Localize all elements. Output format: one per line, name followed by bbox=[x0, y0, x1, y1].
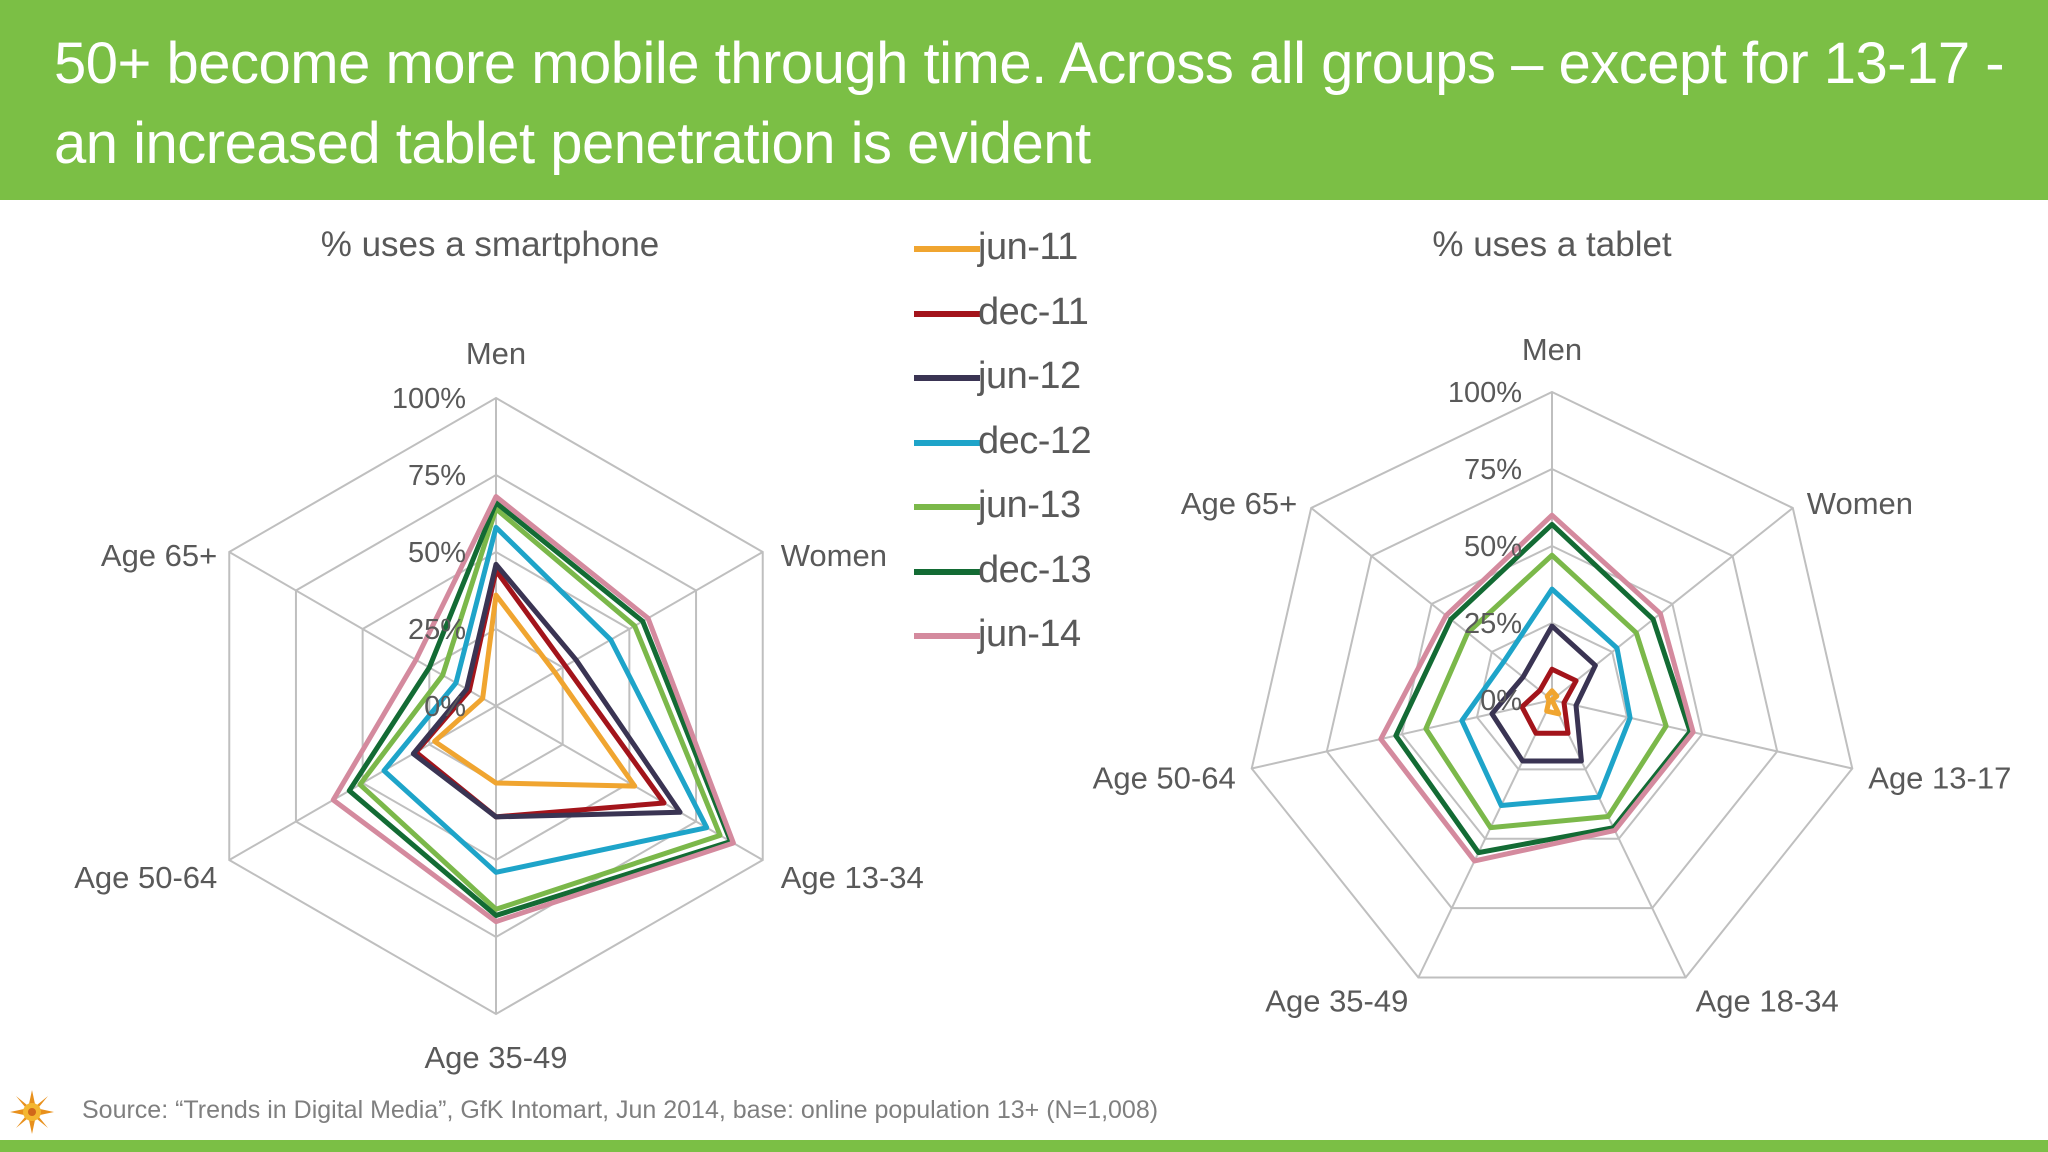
category-label: Age 50-64 bbox=[74, 860, 217, 895]
grid-spoke bbox=[1551, 699, 1853, 770]
series-line-dec-13 bbox=[1393, 521, 1693, 856]
title-banner: 50+ become more mobile through time. Acr… bbox=[0, 0, 2048, 200]
series-line-dec-13 bbox=[346, 500, 734, 918]
tick-label: 75% bbox=[1464, 454, 1522, 486]
series-line-jun-12 bbox=[410, 561, 683, 820]
legend-label: jun-11 bbox=[978, 226, 1078, 268]
legend: jun-11 dec-11 jun-12 dec-12 jun-13 dec-1… bbox=[912, 222, 1152, 674]
tick-label: 100% bbox=[1448, 377, 1522, 409]
legend-item: dec-12 bbox=[912, 416, 1152, 481]
series-line-jun-13 bbox=[357, 506, 723, 912]
grid-ring bbox=[1325, 467, 1779, 910]
grid-spoke bbox=[495, 551, 764, 707]
tablet-radar-chart: % uses a tablet 0% 25% 50% 75% 100%Men Women Ag… bbox=[1093, 225, 2012, 1018]
series-line-jun-14 bbox=[330, 494, 736, 925]
tick-label: 0% bbox=[424, 691, 466, 723]
legend-item: dec-13 bbox=[912, 545, 1152, 610]
series-line-jun-12 bbox=[1489, 623, 1598, 764]
legend-label: dec-12 bbox=[978, 419, 1092, 462]
category-label: Age 65+ bbox=[101, 538, 217, 573]
grid-spoke bbox=[1251, 699, 1553, 770]
category-label: Women bbox=[1807, 486, 1913, 521]
chart-title: % uses a smartphone bbox=[321, 225, 660, 264]
series-line-jun-14 bbox=[1378, 512, 1696, 864]
tick-label: 25% bbox=[1464, 608, 1522, 640]
category-label: Age 35-49 bbox=[424, 1040, 567, 1075]
category-label: Age 13-34 bbox=[781, 860, 924, 895]
category-label: Age 13-17 bbox=[1868, 761, 2011, 796]
tick-label: 25% bbox=[408, 614, 466, 646]
grid-spoke bbox=[1310, 507, 1553, 701]
legend-item: jun-14 bbox=[912, 609, 1152, 674]
source-note: Source: “Trends in Digital Media”, GfK I… bbox=[82, 1096, 1159, 1124]
legend-label: jun-13 bbox=[978, 484, 1081, 526]
grid-ring bbox=[1475, 621, 1629, 771]
tick-label: 100% bbox=[392, 383, 466, 415]
tick-label: 50% bbox=[408, 537, 466, 569]
series-line-jun-11 bbox=[1544, 688, 1562, 717]
chart-title: % uses a tablet bbox=[1432, 225, 1672, 264]
legend-swatch bbox=[914, 375, 980, 381]
series-line-dec-12 bbox=[381, 524, 710, 875]
tick-label: 50% bbox=[1464, 531, 1522, 563]
legend-swatch bbox=[914, 246, 980, 252]
series-line-jun-11 bbox=[432, 592, 638, 789]
category-label: Age 35-49 bbox=[1265, 983, 1408, 1018]
footer-bar bbox=[0, 1140, 2048, 1152]
legend-swatch bbox=[914, 310, 980, 317]
category-label: Age 18-34 bbox=[1696, 983, 1839, 1018]
legend-swatch bbox=[914, 504, 980, 510]
category-label: Age 50-64 bbox=[1093, 761, 1236, 796]
legend-label: dec-13 bbox=[978, 548, 1092, 591]
category-label: Men bbox=[466, 336, 526, 371]
legend-label: jun-12 bbox=[978, 355, 1081, 397]
grid-spoke bbox=[1551, 699, 1687, 978]
tick-label: 75% bbox=[408, 460, 466, 492]
series-line-jun-13 bbox=[1423, 552, 1669, 831]
legend-item: jun-12 bbox=[912, 351, 1152, 416]
legend-swatch bbox=[914, 439, 980, 446]
legend-label: jun-14 bbox=[978, 613, 1081, 655]
grid-spoke bbox=[1417, 699, 1553, 978]
category-label: Men bbox=[1522, 332, 1582, 367]
series-line-dec-11 bbox=[1519, 666, 1579, 736]
legend-item: jun-11 bbox=[912, 222, 1152, 287]
legend-item: jun-13 bbox=[912, 480, 1152, 545]
tick-label: 0% bbox=[1480, 685, 1522, 717]
legend-swatch bbox=[914, 633, 980, 639]
grid-spoke bbox=[228, 551, 497, 707]
grid-ring bbox=[1250, 390, 1854, 979]
legend-label: dec-11 bbox=[978, 290, 1089, 333]
legend-swatch bbox=[914, 568, 980, 575]
page-title: 50+ become more mobile through time. Acr… bbox=[54, 31, 2005, 176]
sun-logo-icon bbox=[10, 1090, 54, 1134]
category-label: Women bbox=[781, 538, 887, 573]
smartphone-radar-chart: % uses a smartphone 0% 25% 50% 75% 100%Men Wom… bbox=[74, 225, 924, 1075]
legend-item: dec-11 bbox=[912, 287, 1152, 352]
category-label: Age 65+ bbox=[1181, 486, 1297, 521]
series-line-dec-12 bbox=[1459, 586, 1633, 808]
